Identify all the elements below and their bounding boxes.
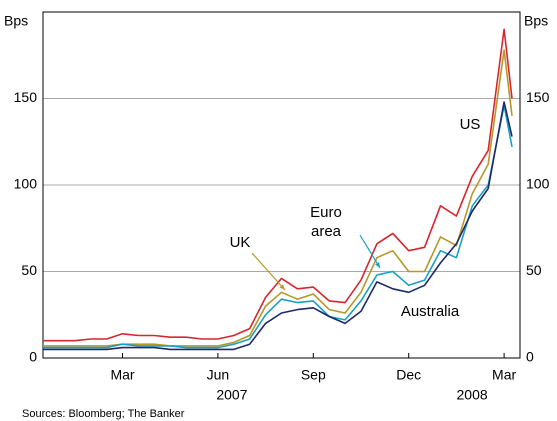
year-label: 2008	[457, 387, 488, 403]
y2-tick-label: 150	[526, 89, 550, 105]
y2-tick-label: 100	[526, 176, 550, 192]
y-tick-label: 0	[29, 349, 37, 365]
annotation: Australia	[401, 303, 460, 320]
y-tick-label: 100	[14, 176, 38, 192]
x-tick-label: Sep	[301, 367, 326, 383]
y2-axis-label: Bps	[524, 13, 548, 29]
series-line	[43, 101, 513, 351]
plot-frame	[42, 11, 521, 359]
series-line	[43, 49, 513, 347]
annotation: US	[460, 116, 481, 133]
annotation-arrow	[359, 234, 381, 269]
x-tick-label: Mar	[110, 367, 134, 383]
year-label: 2007	[216, 387, 247, 403]
annotation-arrowhead	[375, 262, 380, 268]
series-line	[43, 28, 513, 342]
source: Sources: Bloomberg; The Banker	[22, 408, 185, 420]
y-tick-label: 150	[14, 89, 38, 105]
y2-tick-label: 50	[526, 262, 542, 278]
annotation: area	[311, 223, 342, 240]
x-tick-label: Mar	[492, 367, 516, 383]
annotation-arrowhead	[279, 284, 285, 290]
y2-tick-label: 0	[526, 349, 534, 365]
x-tick-label: Jun	[207, 367, 230, 383]
annotation-arrow	[251, 252, 286, 291]
y-tick-label: 50	[21, 262, 37, 278]
series-line	[43, 104, 513, 349]
x-tick-label: Dec	[396, 367, 421, 383]
y-axis-label: Bps	[4, 13, 28, 29]
annotation: UK	[230, 234, 251, 251]
annotation: Euro	[310, 204, 342, 221]
